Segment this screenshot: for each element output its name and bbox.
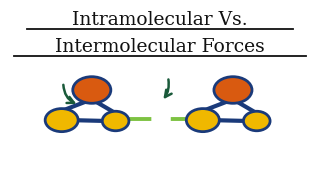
Ellipse shape bbox=[73, 77, 111, 103]
Ellipse shape bbox=[214, 77, 252, 103]
Ellipse shape bbox=[45, 109, 78, 132]
Text: Intermolecular Forces: Intermolecular Forces bbox=[55, 39, 265, 57]
Text: Intramolecular Vs.: Intramolecular Vs. bbox=[72, 11, 248, 29]
Ellipse shape bbox=[102, 111, 129, 131]
Ellipse shape bbox=[186, 109, 219, 132]
Ellipse shape bbox=[244, 111, 270, 131]
